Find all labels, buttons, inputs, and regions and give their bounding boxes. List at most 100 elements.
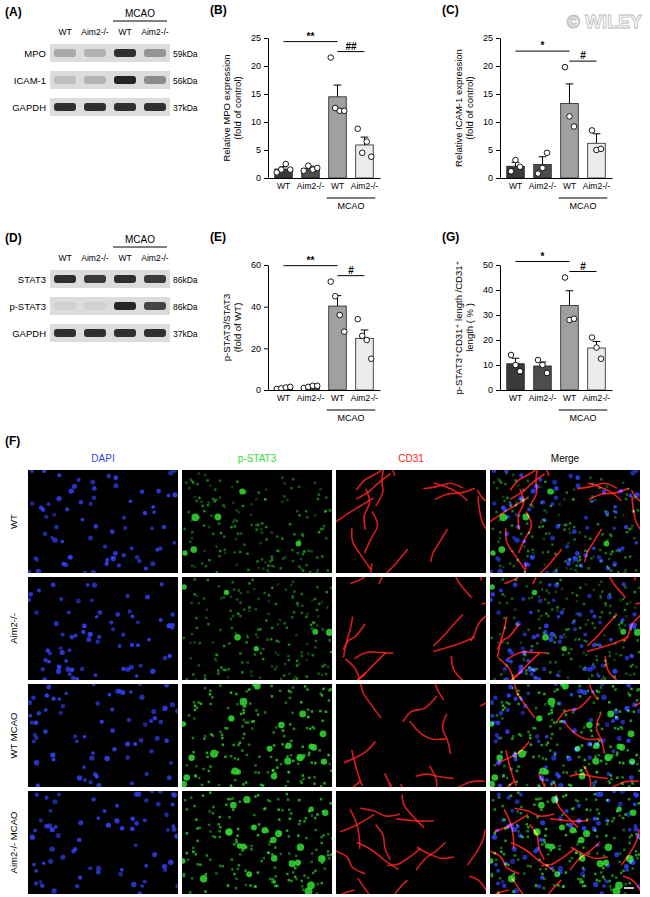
micrograph-background — [336, 577, 486, 680]
texture — [542, 757, 545, 760]
texture — [102, 809, 106, 813]
texture — [92, 495, 97, 500]
y-axis: 01020304050 — [483, 260, 501, 395]
micrograph — [28, 577, 178, 680]
error-bar — [539, 157, 547, 165]
texture — [88, 535, 93, 540]
texture — [540, 521, 543, 524]
texture — [501, 505, 505, 509]
texture — [493, 695, 498, 700]
texture — [203, 524, 206, 527]
texture — [559, 720, 562, 723]
texture — [192, 751, 195, 754]
point — [341, 108, 347, 114]
texture — [592, 556, 595, 559]
texture — [239, 488, 245, 494]
texture — [321, 694, 324, 697]
group-line — [113, 247, 167, 248]
band — [84, 76, 106, 84]
texture — [293, 728, 296, 731]
texture — [306, 675, 309, 678]
tick: WT — [277, 390, 290, 403]
texture — [538, 595, 541, 598]
texture — [216, 654, 219, 657]
texture — [230, 595, 233, 598]
texture — [575, 564, 578, 567]
texture — [303, 551, 306, 554]
tick-mark — [496, 94, 500, 95]
texture — [601, 590, 604, 593]
texture — [261, 558, 264, 561]
texture — [93, 772, 98, 777]
size-label: 56kDa — [173, 76, 198, 86]
texture — [604, 677, 607, 680]
texture — [57, 473, 61, 477]
texture — [285, 627, 288, 630]
texture — [194, 775, 197, 778]
texture — [610, 570, 613, 573]
texture — [61, 632, 65, 636]
texture — [301, 655, 304, 658]
texture — [314, 762, 317, 765]
texture — [242, 783, 245, 786]
texture — [364, 512, 377, 553]
texture — [300, 558, 303, 561]
texture — [608, 558, 611, 561]
texture — [231, 486, 234, 489]
texture — [241, 661, 244, 664]
texture — [64, 562, 69, 567]
texture — [497, 624, 519, 650]
texture — [548, 592, 551, 595]
texture — [283, 674, 286, 677]
x-axis: WTAim2-/-WTAim2-/- — [501, 390, 613, 403]
tick: 5 — [488, 145, 500, 155]
tick: 0 — [488, 385, 500, 395]
texture — [74, 634, 78, 638]
tick-label: Aim2-/- — [351, 181, 379, 191]
texture — [580, 770, 583, 773]
texture — [246, 754, 249, 757]
texture — [568, 528, 571, 531]
texture — [44, 708, 48, 712]
significance-label: ** — [307, 255, 315, 266]
texture — [544, 598, 547, 601]
micrograph — [28, 684, 178, 787]
texture — [579, 556, 582, 559]
tick-mark — [496, 178, 500, 179]
texture — [490, 700, 494, 705]
texture — [194, 566, 197, 569]
chart: 0510152025WTAim2-/-WTAim2-/-MCAORelative… — [453, 33, 613, 211]
texture — [284, 663, 287, 666]
texture — [542, 667, 547, 672]
tick-mark — [264, 178, 268, 179]
texture — [490, 781, 514, 787]
error-cap — [512, 358, 520, 359]
band — [144, 275, 166, 283]
texture — [216, 571, 219, 573]
texture — [625, 673, 628, 676]
texture — [222, 744, 225, 747]
texture — [315, 640, 318, 643]
texture — [280, 678, 283, 680]
texture — [247, 721, 250, 724]
texture — [543, 630, 547, 634]
texture — [40, 667, 44, 671]
texture — [42, 470, 46, 473]
texture — [538, 599, 543, 604]
texture — [254, 608, 257, 611]
texture — [69, 488, 74, 493]
texture — [553, 570, 558, 573]
texture — [249, 702, 252, 705]
texture — [606, 485, 609, 488]
texture — [271, 627, 274, 630]
tick-label: 5 — [488, 145, 493, 155]
micrograph — [490, 577, 640, 680]
texture — [496, 487, 499, 490]
texture — [529, 734, 532, 737]
texture — [502, 667, 506, 671]
texture — [549, 632, 554, 637]
texture — [92, 582, 97, 587]
texture — [64, 691, 68, 695]
row-label: GAPDH — [12, 328, 46, 339]
texture — [609, 533, 612, 535]
